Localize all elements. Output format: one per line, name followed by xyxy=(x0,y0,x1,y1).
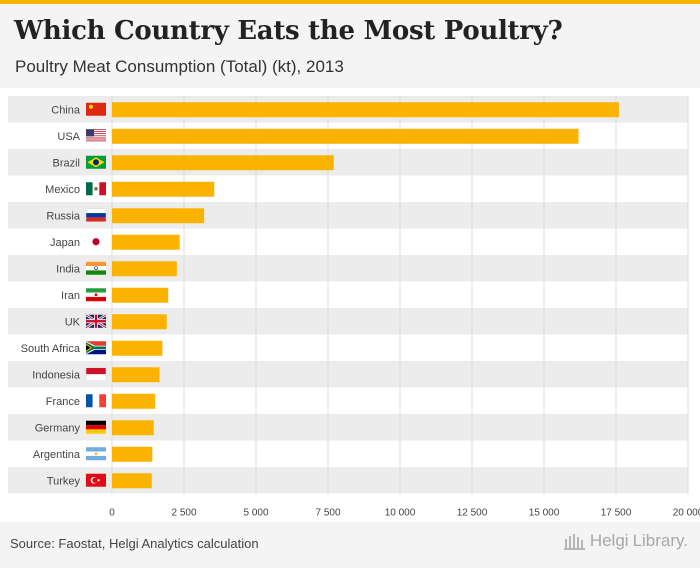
row-stripe xyxy=(8,361,688,388)
brand-logo: Helgi Library. xyxy=(563,531,688,551)
category-label: USA xyxy=(57,131,80,143)
row-stripe xyxy=(8,308,688,335)
x-tick-label: 17 500 xyxy=(601,508,632,519)
france-flag-icon xyxy=(86,394,106,408)
x-tick-label: 20 000 xyxy=(673,508,700,519)
china-flag-icon xyxy=(86,102,106,116)
bar-iran xyxy=(112,287,169,303)
category-label: Russia xyxy=(46,210,81,222)
category-label: Argentina xyxy=(33,449,81,461)
row-stripe xyxy=(8,467,688,494)
bar-russia xyxy=(112,208,205,224)
bar-france xyxy=(112,393,156,409)
usa-flag-icon xyxy=(86,129,106,142)
x-tick-label: 10 000 xyxy=(385,508,416,519)
category-label: Indonesia xyxy=(32,369,81,381)
brand-name-library: Library. xyxy=(632,531,688,550)
bar-argentina xyxy=(112,446,153,462)
row-stripe xyxy=(8,149,688,176)
category-label: Mexico xyxy=(45,184,80,196)
category-label: Iran xyxy=(61,290,80,302)
bar-uk xyxy=(112,314,167,330)
india-flag-icon xyxy=(86,261,106,275)
bar-china xyxy=(112,102,619,118)
row-stripe xyxy=(8,255,688,282)
turkey-flag-icon xyxy=(86,473,106,487)
source-note: Source: Faostat, Helgi Analytics calcula… xyxy=(10,536,259,551)
x-tick-label: 15 000 xyxy=(529,508,560,519)
bar-mexico xyxy=(112,181,215,197)
russia-flag-icon xyxy=(85,208,107,222)
indonesia-flag-icon xyxy=(85,367,107,381)
x-tick-label: 2 500 xyxy=(171,508,196,519)
chart-subtitle: Poultry Meat Consumption (Total) (kt), 2… xyxy=(15,57,344,76)
bar-india xyxy=(112,261,177,277)
category-label: Germany xyxy=(35,422,81,434)
category-label: France xyxy=(46,396,80,408)
bar-brazil xyxy=(112,155,334,171)
japan-flag-icon xyxy=(86,235,106,249)
south-africa-flag-icon xyxy=(86,341,106,355)
germany-flag-icon xyxy=(86,420,106,434)
row-stripe xyxy=(8,202,688,229)
category-label: India xyxy=(56,263,81,275)
chart-title: Which Country Eats the Most Poultry? xyxy=(14,16,563,46)
x-tick-label: 7 500 xyxy=(315,508,340,519)
argentina-flag-icon xyxy=(86,447,106,461)
chart-footer: Source: Faostat, Helgi Analytics calcula… xyxy=(0,522,700,568)
bar-chart: China USA Brazil Mexico Russia Japan India Iran… xyxy=(8,96,700,519)
x-tick-label: 12 500 xyxy=(457,508,488,519)
uk-flag-icon xyxy=(85,313,107,329)
category-label: UK xyxy=(65,316,81,328)
bar-turkey xyxy=(112,473,152,489)
accent-bar xyxy=(0,0,700,4)
category-label: China xyxy=(51,104,81,116)
bar-indonesia xyxy=(112,367,160,383)
category-label: Turkey xyxy=(47,475,81,487)
brazil-flag-icon xyxy=(86,155,106,169)
category-label: Japan xyxy=(50,237,80,249)
x-tick-label: 5 000 xyxy=(243,508,268,519)
mexico-flag-icon xyxy=(86,182,106,196)
brand-name-helgi: Helgi xyxy=(589,531,629,550)
chart-header: Which Country Eats the Most Poultry? Pou… xyxy=(0,4,700,88)
iran-flag-icon xyxy=(86,288,106,302)
category-label: South Africa xyxy=(21,343,81,355)
x-tick-label: 0 xyxy=(109,508,115,519)
row-stripe xyxy=(8,414,688,441)
bar-south-africa xyxy=(112,340,163,356)
library-icon xyxy=(563,534,585,550)
category-label: Brazil xyxy=(52,157,80,169)
bar-usa xyxy=(112,128,579,144)
bar-germany xyxy=(112,420,154,436)
bar-japan xyxy=(112,234,180,250)
